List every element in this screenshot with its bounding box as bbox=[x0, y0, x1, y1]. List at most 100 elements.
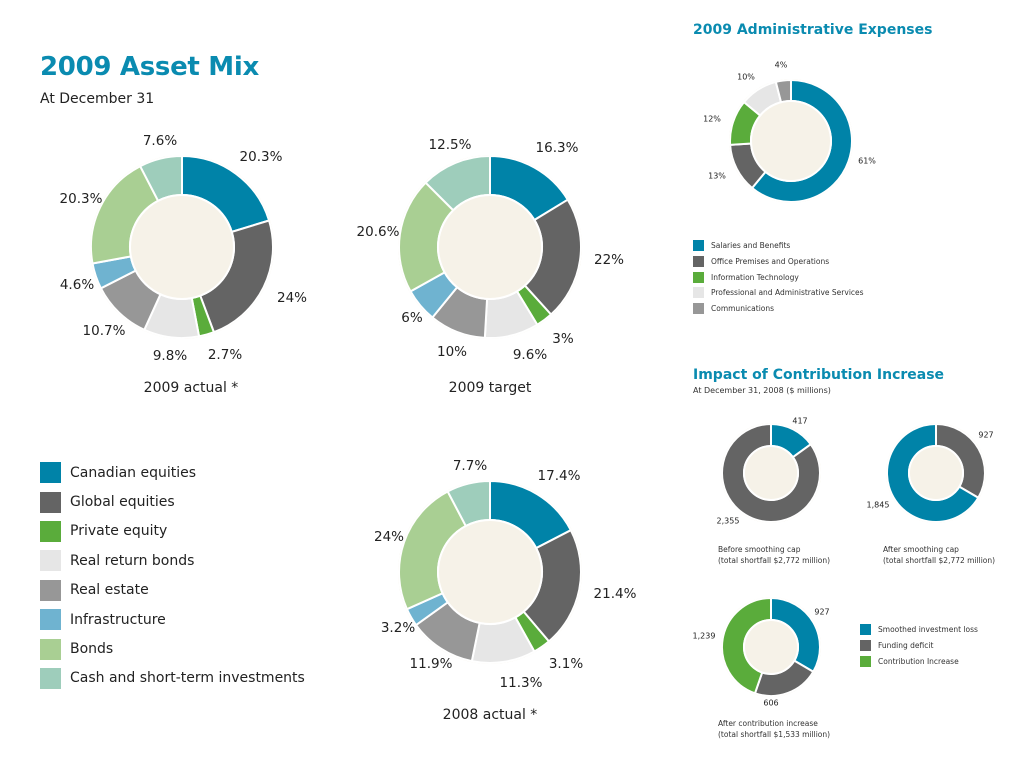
data-label: 7.6% bbox=[143, 133, 177, 149]
impact-subtitle: At December 31, 2008 ($ millions) bbox=[693, 386, 831, 395]
legend-item-canadian-equities: Canadian equities bbox=[40, 458, 305, 487]
legend-label: Canadian equities bbox=[70, 464, 197, 481]
page-title: 2009 Asset Mix bbox=[40, 52, 259, 82]
caption-line: (total shortfall $2,772 million) bbox=[883, 556, 996, 565]
data-label: 22% bbox=[594, 252, 624, 268]
data-label: 11.3% bbox=[500, 675, 543, 691]
legend-label: Office Premises and Operations bbox=[711, 257, 830, 267]
legend-swatch bbox=[40, 579, 61, 601]
donut-hole bbox=[750, 100, 832, 182]
legend-item-bonds: Bonds bbox=[40, 634, 305, 663]
legend-swatch bbox=[860, 655, 871, 667]
donut-chart-before_cap: 417 2,355 bbox=[717, 417, 821, 526]
donut-hole bbox=[129, 194, 235, 300]
data-label: 21.4% bbox=[594, 586, 637, 602]
legend-item-it: Information Technology bbox=[693, 269, 864, 285]
data-label: 3% bbox=[552, 331, 574, 347]
admin-title: 2009 Administrative Expenses bbox=[693, 22, 933, 38]
donut-hole bbox=[437, 519, 543, 625]
legend-label: Cash and short-term investments bbox=[70, 670, 305, 687]
impact-legend: Smoothed investment loss Funding deficit… bbox=[860, 622, 978, 669]
data-label: 4% bbox=[775, 61, 788, 70]
legend-swatch bbox=[40, 520, 61, 542]
legend-item-funding-deficit: Funding deficit bbox=[860, 638, 978, 654]
legend-label: Information Technology bbox=[711, 272, 799, 282]
data-label: 10% bbox=[437, 344, 467, 360]
legend-label: Communications bbox=[711, 304, 775, 314]
data-label: 12% bbox=[703, 115, 721, 124]
data-label: 13% bbox=[708, 172, 726, 181]
data-label: 3.1% bbox=[549, 656, 583, 672]
data-label: 24% bbox=[277, 290, 307, 306]
legend-label: Funding deficit bbox=[878, 641, 934, 651]
legend-swatch bbox=[693, 256, 704, 268]
data-label: 417 bbox=[792, 417, 807, 426]
donut-chart-actual2009: 20.3% 24% 2.7% 9.8% 10.7% 4.6% 20.3% 7.6% bbox=[60, 133, 308, 364]
legend-swatch bbox=[40, 667, 61, 689]
caption-after-cap: After smoothing cap (total shortfall $2,… bbox=[883, 544, 995, 566]
data-label: 9.6% bbox=[513, 347, 547, 363]
legend-label: Professional and Administrative Services bbox=[711, 288, 864, 298]
legend-label: Global equities bbox=[70, 494, 175, 511]
data-label: 7.7% bbox=[453, 458, 487, 474]
data-label: 20.3% bbox=[240, 149, 283, 165]
caption-before-cap: Before smoothing cap (total shortfall $2… bbox=[718, 544, 830, 566]
legend-swatch bbox=[40, 462, 61, 484]
legend-item-global-equities: Global equities bbox=[40, 487, 305, 516]
data-label: 3.2% bbox=[381, 620, 415, 636]
data-label: 927 bbox=[814, 608, 829, 617]
donut-hole bbox=[437, 194, 543, 300]
caption-line: Before smoothing cap bbox=[718, 545, 801, 554]
chart-caption-2009-actual: 2009 actual * bbox=[143, 380, 239, 396]
data-label: 20.6% bbox=[357, 224, 400, 240]
legend-item-contribution-increase: Contribution Increase bbox=[860, 653, 978, 669]
data-label: 2,355 bbox=[717, 517, 740, 526]
donut-hole bbox=[743, 445, 799, 501]
data-label: 927 bbox=[978, 431, 993, 440]
caption-line: (total shortfall $1,533 million) bbox=[718, 730, 831, 739]
legend-item-professional: Professional and Administrative Services bbox=[693, 285, 864, 301]
data-label: 17.4% bbox=[538, 468, 581, 484]
caption-line: After smoothing cap bbox=[883, 545, 959, 554]
legend-swatch bbox=[40, 609, 61, 631]
legend-item-communications: Communications bbox=[693, 301, 864, 317]
chart-caption-2009-target: 2009 target bbox=[448, 380, 532, 396]
legend-label: Real estate bbox=[70, 582, 149, 599]
legend-label: Bonds bbox=[70, 641, 114, 658]
legend-label: Infrastructure bbox=[70, 611, 166, 628]
data-label: 16.3% bbox=[536, 140, 579, 156]
data-label: 12.5% bbox=[429, 137, 472, 153]
data-label: 24% bbox=[374, 529, 404, 545]
legend-swatch bbox=[693, 303, 704, 315]
legend-item-salaries: Salaries and Benefits bbox=[693, 238, 864, 254]
legend-item-private-equity: Private equity bbox=[40, 517, 305, 546]
legend-swatch bbox=[860, 640, 871, 652]
data-label: 11.9% bbox=[410, 656, 453, 672]
data-label: 606 bbox=[763, 699, 778, 708]
legend-label: Salaries and Benefits bbox=[711, 241, 791, 251]
legend-item-real-return-bonds: Real return bonds bbox=[40, 546, 305, 575]
caption-line: After contribution increase bbox=[718, 719, 818, 728]
data-label: 6% bbox=[401, 310, 423, 326]
donut-chart-target2009: 16.3% 22% 3% 9.6% 10% 6% 20.6% 12.5% bbox=[357, 137, 625, 363]
donut-chart-after_contribution: 927 606 1,239 bbox=[693, 596, 830, 708]
donut-chart-actual2008: 17.4% 21.4% 3.1% 11.3% 11.9% 3.2% 24% 7.7% bbox=[374, 458, 637, 691]
legend-swatch bbox=[40, 550, 61, 572]
data-label: 1,845 bbox=[867, 501, 890, 510]
caption-after-contribution: After contribution increase (total short… bbox=[718, 718, 830, 740]
donut-hole bbox=[743, 619, 799, 675]
data-label: 2.7% bbox=[208, 347, 242, 363]
legend-swatch bbox=[693, 240, 704, 252]
page-subtitle: At December 31 bbox=[40, 91, 155, 107]
data-label: 1,239 bbox=[693, 632, 716, 641]
legend-item-real-estate: Real estate bbox=[40, 576, 305, 605]
data-label: 20.3% bbox=[60, 191, 103, 207]
donut-chart-admin2009: 61% 13% 12% 10% 4% bbox=[703, 61, 876, 203]
data-label: 10.7% bbox=[83, 323, 126, 339]
legend-item-smoothed-loss: Smoothed investment loss bbox=[860, 622, 978, 638]
legend-swatch bbox=[40, 491, 61, 513]
impact-title: Impact of Contribution Increase bbox=[693, 367, 945, 383]
legend-swatch bbox=[40, 638, 61, 660]
data-label: 61% bbox=[858, 157, 876, 166]
